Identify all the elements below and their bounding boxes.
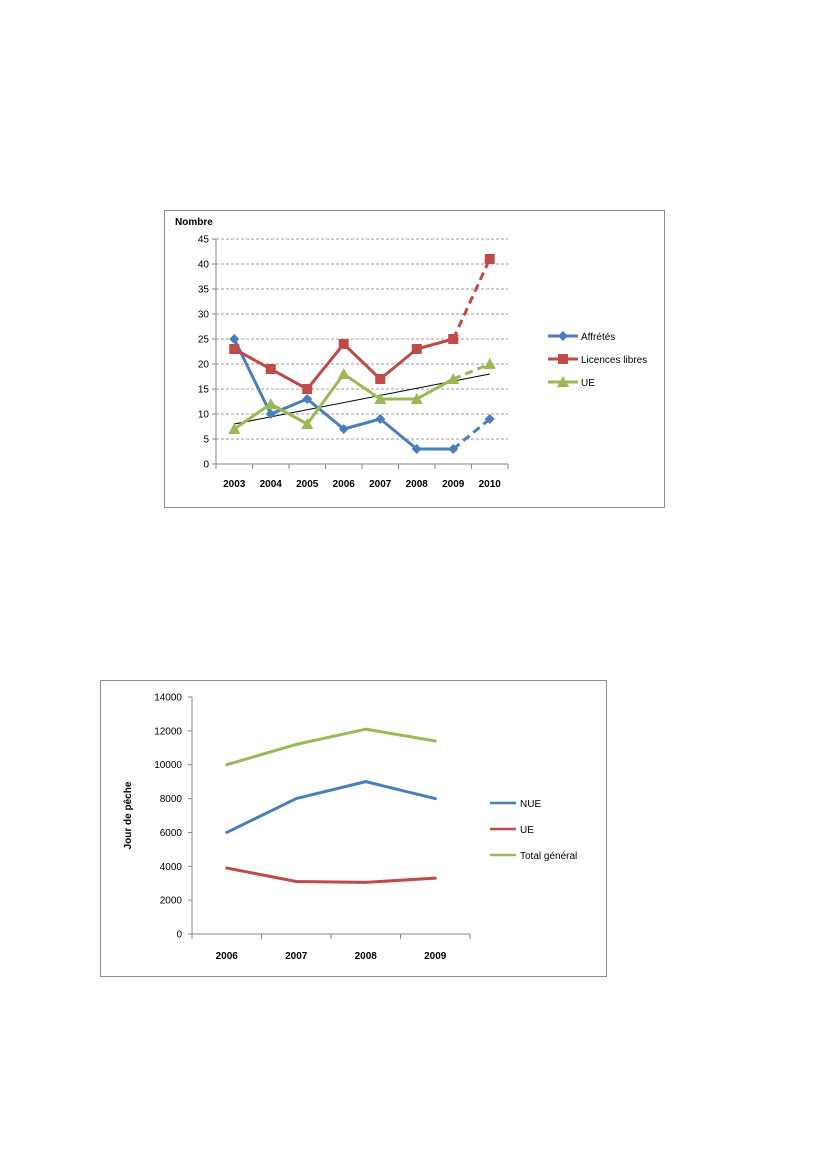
chart-1-point-affretes <box>302 394 313 404</box>
chart-1-y-tick-label: 45 <box>198 235 210 246</box>
chart-2-y-tick-label: 0 <box>176 930 182 941</box>
chart-1-x-tick-label: 2007 <box>369 479 392 490</box>
chart-1-x-tick-label: 2004 <box>260 479 283 490</box>
chart-1-x-tick-label: 2006 <box>333 479 356 490</box>
chart-1-legend-marker-ue <box>557 376 569 387</box>
chart-1-legend-marker-affretes <box>558 331 568 341</box>
chart-1-point-ue <box>337 368 350 379</box>
chart-1-point-ue <box>374 393 387 404</box>
chart-2-legend-label-total-general: Total général <box>520 851 577 862</box>
chart-1-y-tick-label: 5 <box>203 435 209 446</box>
chart-1-svg: Nombre 0 5 10 15 20 25 30 35 40 45 2003 2004 2005 2006… <box>175 217 647 490</box>
chart-2-line-nue <box>226 780 436 834</box>
chart-1-point-ue <box>301 418 314 429</box>
chart-1-point-ue <box>483 358 496 369</box>
chart-2-y-tick-label: 10000 <box>154 760 182 771</box>
chart-1-point-affretes <box>265 409 276 419</box>
chart-2-x-tick-label: 2009 <box>424 951 447 962</box>
chart-2-line-ue <box>226 866 436 884</box>
chart-2-point-total-general <box>433 739 437 743</box>
chart-1-x-tick-label: 2009 <box>442 479 465 490</box>
chart-1-point-affretes <box>229 334 240 344</box>
chart-2-point-total-general <box>225 763 229 767</box>
chart-2-y-tick-label: 4000 <box>160 862 183 873</box>
chart-1-legend-label-ue: UE <box>581 378 595 389</box>
chart-2-legend-label-ue: UE <box>520 825 534 836</box>
chart-1-y-tick-label: 10 <box>198 410 210 421</box>
chart-1-legend-marker-licences-libres <box>558 354 568 364</box>
chart-1-line-affretes-projection <box>452 417 491 451</box>
chart-1-point-licences-libres <box>302 384 313 394</box>
chart-1-point-affretes <box>448 444 459 454</box>
chart-2-point-ue <box>433 876 437 880</box>
chart-2-y-tick-label: 14000 <box>154 693 182 704</box>
chart-1-x-tick-label: 2003 <box>223 479 246 490</box>
chart-1-point-licences-libres <box>338 339 349 349</box>
chart-1-x-tick-label: 2005 <box>296 479 319 490</box>
chart-1-y-axis-title: Nombre <box>175 217 213 228</box>
chart-2-point-total-general <box>364 727 368 731</box>
chart-2-point-ue <box>364 880 368 884</box>
chart-2-y-tick-label: 6000 <box>160 828 183 839</box>
chart-2-frame: Jour de pêche 0 2000 4000 6000 8000 10000 12000… <box>100 680 607 977</box>
chart-2-y-axis-title: Jour de pêche <box>123 781 134 849</box>
chart-1-legend-label-affretes: Affrétés <box>581 332 615 343</box>
chart-2-svg: Jour de pêche 0 2000 4000 6000 8000 10000 12000… <box>123 693 577 963</box>
chart-1-point-affretes <box>338 424 349 434</box>
chart-1-point-affretes <box>484 414 495 424</box>
chart-1-y-tick-label: 30 <box>198 310 210 321</box>
chart-1-frame: Nombre 0 5 10 15 20 25 30 35 40 45 2003 2004 2005 2006… <box>164 210 665 508</box>
chart-1-line-licences-libres-projection <box>451 258 492 340</box>
chart-1-point-licences-libres <box>375 374 386 384</box>
chart-2-point-nue <box>433 797 437 801</box>
chart-2-y-tick-label: 8000 <box>160 794 183 805</box>
chart-1-point-licences-libres <box>265 364 276 374</box>
chart-1-y-tick-label: 35 <box>198 285 210 296</box>
chart-2-point-total-general <box>294 742 298 746</box>
chart-1-y-tick-label: 20 <box>198 360 210 371</box>
chart-1-y-tick-label: 15 <box>198 385 210 396</box>
chart-1-point-ue <box>264 398 277 409</box>
chart-2-legend-label-nue: NUE <box>520 799 541 810</box>
chart-2-line-total-general <box>226 727 436 767</box>
chart-2-x-tick-label: 2007 <box>285 951 308 962</box>
chart-1-point-licences-libres <box>411 344 422 354</box>
chart-1-x-tick-label: 2008 <box>406 479 429 490</box>
chart-1-x-tick-label: 2010 <box>479 479 502 490</box>
chart-1-point-affretes <box>411 444 422 454</box>
chart-2-point-ue <box>225 866 229 870</box>
chart-1-point-licences-libres <box>229 344 240 354</box>
chart-2-x-tick-label: 2006 <box>216 951 239 962</box>
chart-2-x-tick-label: 2008 <box>355 951 378 962</box>
chart-1-point-licences-libres <box>484 254 495 264</box>
chart-1-point-ue <box>228 423 241 434</box>
chart-1-point-ue <box>447 373 460 384</box>
chart-1-point-affretes <box>375 414 386 424</box>
chart-1-y-tick-label: 0 <box>203 460 209 471</box>
chart-2-point-nue <box>364 780 368 784</box>
chart-2-y-tick-label: 12000 <box>154 726 182 737</box>
chart-2-point-nue <box>225 830 229 834</box>
chart-2-point-nue <box>294 797 298 801</box>
chart-1-legend-label-licences-libres: Licences libres <box>581 355 647 366</box>
chart-1-y-tick-label: 25 <box>198 335 210 346</box>
chart-2-y-tick-label: 2000 <box>160 896 183 907</box>
chart-2-point-ue <box>294 880 298 884</box>
chart-1-y-tick-label: 40 <box>198 260 210 271</box>
chart-1-point-licences-libres <box>448 334 459 344</box>
chart-1-line-ue-projection <box>452 362 491 381</box>
chart-1-point-ue <box>410 393 423 404</box>
